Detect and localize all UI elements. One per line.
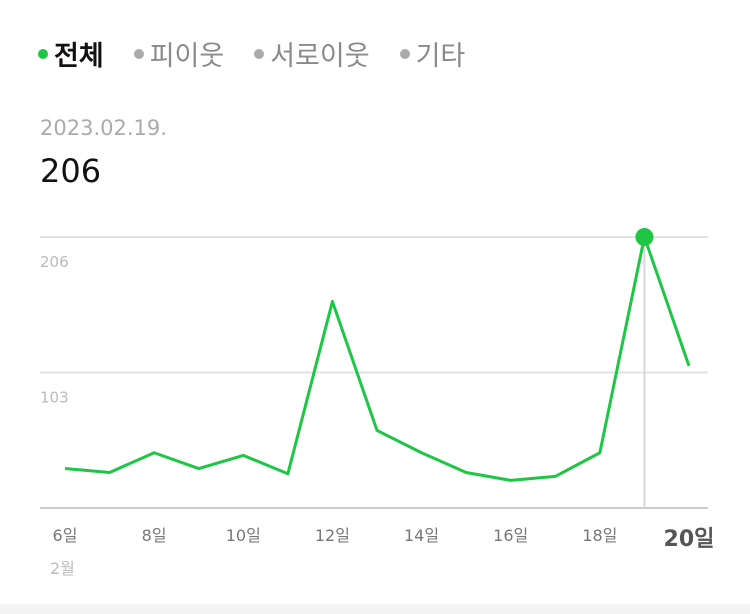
month-label: 2월 — [50, 559, 75, 578]
legend-item-1[interactable]: 피이웃 — [133, 34, 225, 73]
legend-item-2[interactable]: 서로이웃 — [254, 34, 370, 73]
legend-item-3[interactable]: 기타 — [399, 34, 466, 73]
x-tick-label: 18일 — [582, 526, 617, 545]
legend-label: 서로이웃 — [270, 41, 370, 72]
selected-date: 2023.02.19. — [40, 116, 167, 140]
legend-label: 기타 — [415, 41, 466, 72]
x-tick-label: 8일 — [142, 526, 167, 545]
legend-dot-icon — [38, 48, 48, 59]
x-tick-label: 16일 — [493, 526, 528, 545]
legend-dot-icon — [133, 48, 144, 59]
legend-dot-icon — [399, 48, 410, 59]
bottom-strip — [0, 604, 750, 614]
legend-label: 전체 — [54, 41, 104, 72]
data-point — [635, 228, 654, 246]
x-tick-label: 6일 — [53, 526, 78, 545]
x-tick-label: 10일 — [226, 526, 261, 545]
y-tick-label: 206 — [40, 253, 69, 271]
y-tick-label: 103 — [40, 389, 69, 407]
legend: 전체 피이웃 서로이웃 기타 — [38, 34, 465, 73]
series-line — [64, 235, 691, 482]
x-tick-label: 12일 — [315, 526, 350, 545]
x-tick-label: 20일 — [664, 527, 715, 552]
selected-value: 206 — [40, 152, 102, 190]
legend-item-0[interactable]: 전체 — [38, 34, 104, 73]
legend-dot-icon — [254, 48, 265, 59]
x-tick-label: 14일 — [404, 526, 439, 545]
legend-label: 피이웃 — [149, 41, 225, 72]
